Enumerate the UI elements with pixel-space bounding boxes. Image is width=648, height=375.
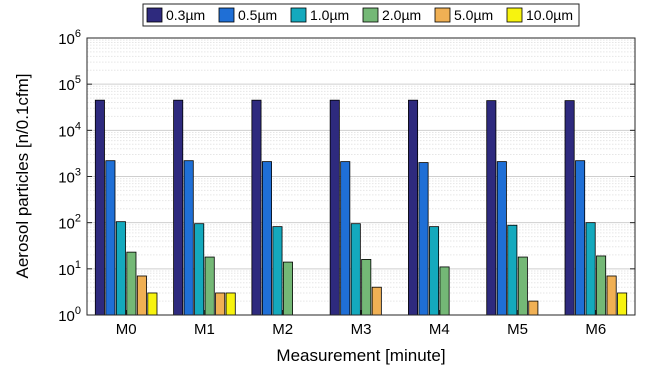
bar-03m-M1 (173, 99, 184, 316)
y-tick-exponent: 0 (75, 305, 81, 317)
bar-05m-M3 (340, 161, 351, 316)
x-tick-label: M4 (429, 321, 450, 338)
y-tick-base: 10 (58, 31, 75, 48)
y-tick-base: 10 (58, 77, 75, 94)
bar-10m-M1 (194, 223, 205, 316)
legend-label: 0.5µm (238, 7, 277, 23)
bar-03m-M0 (94, 99, 105, 316)
y-tick-label: 101 (58, 259, 81, 279)
bar-03m-M3 (329, 99, 340, 316)
legend-swatch (506, 7, 523, 23)
bar-100m-M0 (147, 292, 158, 316)
bar-10m-M5 (507, 224, 518, 316)
y-tick-exponent: 4 (75, 120, 81, 132)
legend-swatch (290, 7, 307, 23)
bar-100m-M1 (225, 292, 236, 316)
legend-swatch (434, 7, 451, 23)
x-tick-label: M1 (194, 321, 215, 338)
x-tick-label: M0 (116, 321, 137, 338)
bar-100m-M6 (617, 292, 628, 316)
y-tick-label: 103 (58, 167, 81, 187)
legend-label: 10.0µm (526, 7, 573, 23)
legend-swatch (146, 7, 163, 23)
bar-20m-M2 (282, 261, 293, 316)
y-tick-base: 10 (58, 308, 75, 325)
y-tick-exponent: 1 (75, 259, 81, 271)
bar-10m-M3 (350, 223, 361, 316)
y-tick-base: 10 (58, 216, 75, 233)
bar-20m-M0 (126, 251, 137, 316)
legend-label: 1.0µm (310, 7, 349, 23)
y-tick-label: 100 (58, 305, 81, 325)
legend-label: 0.3µm (166, 7, 205, 23)
bar-05m-M5 (496, 161, 507, 316)
y-tick-label: 105 (58, 74, 81, 94)
x-tick-label: M6 (585, 321, 606, 338)
y-tick-base: 10 (58, 170, 75, 187)
bar-03m-M5 (486, 100, 497, 316)
bar-05m-M0 (105, 160, 116, 316)
bar-50m-M6 (606, 275, 617, 316)
bars (94, 99, 628, 316)
bar-20m-M5 (517, 256, 528, 316)
y-tick-exponent: 5 (75, 74, 81, 86)
bar-05m-M2 (261, 161, 272, 316)
legend-label: 5.0µm (454, 7, 493, 23)
bar-50m-M5 (528, 300, 539, 316)
y-tick-label: 102 (58, 213, 81, 233)
legend-box (142, 3, 580, 27)
bar-20m-M3 (361, 259, 372, 316)
bar-20m-M1 (204, 256, 215, 316)
bar-50m-M3 (371, 286, 382, 316)
bar-20m-M4 (439, 266, 450, 316)
bar-05m-M4 (418, 162, 429, 316)
bar-10m-M4 (429, 226, 440, 316)
bar-03m-M2 (251, 99, 262, 316)
legend: 0.3µm 0.5µm 1.0µm 2.0µm 5.0µm 10.0µm (142, 3, 580, 27)
x-tick-label: M3 (351, 321, 372, 338)
y-tick-label: 106 (58, 28, 81, 48)
legend-swatch (362, 7, 379, 23)
bar-05m-M6 (575, 160, 586, 316)
bar-20m-M6 (596, 255, 607, 316)
bar-03m-M6 (564, 100, 575, 316)
y-tick-exponent: 6 (75, 28, 81, 40)
y-tick-label: 104 (58, 120, 81, 140)
y-tick-exponent: 3 (75, 167, 81, 179)
legend-swatch (218, 7, 235, 23)
bar-10m-M2 (272, 226, 283, 316)
y-tick-exponent: 2 (75, 213, 81, 225)
bar-05m-M1 (183, 160, 194, 316)
x-tick-label: M5 (507, 321, 528, 338)
bar-10m-M6 (585, 222, 596, 316)
bar-03m-M4 (408, 99, 419, 316)
y-tick-base: 10 (58, 123, 75, 140)
bar-50m-M1 (215, 292, 226, 316)
legend-label: 2.0µm (382, 7, 421, 23)
x-axis-title: Measurement [minute] (276, 346, 445, 365)
y-tick-base: 10 (58, 262, 75, 279)
x-tick-label: M2 (272, 321, 293, 338)
y-axis-title: Aerosol particles [n/0.1cfm] (13, 73, 32, 278)
bar-10m-M0 (115, 221, 126, 316)
bar-50m-M0 (136, 275, 147, 316)
